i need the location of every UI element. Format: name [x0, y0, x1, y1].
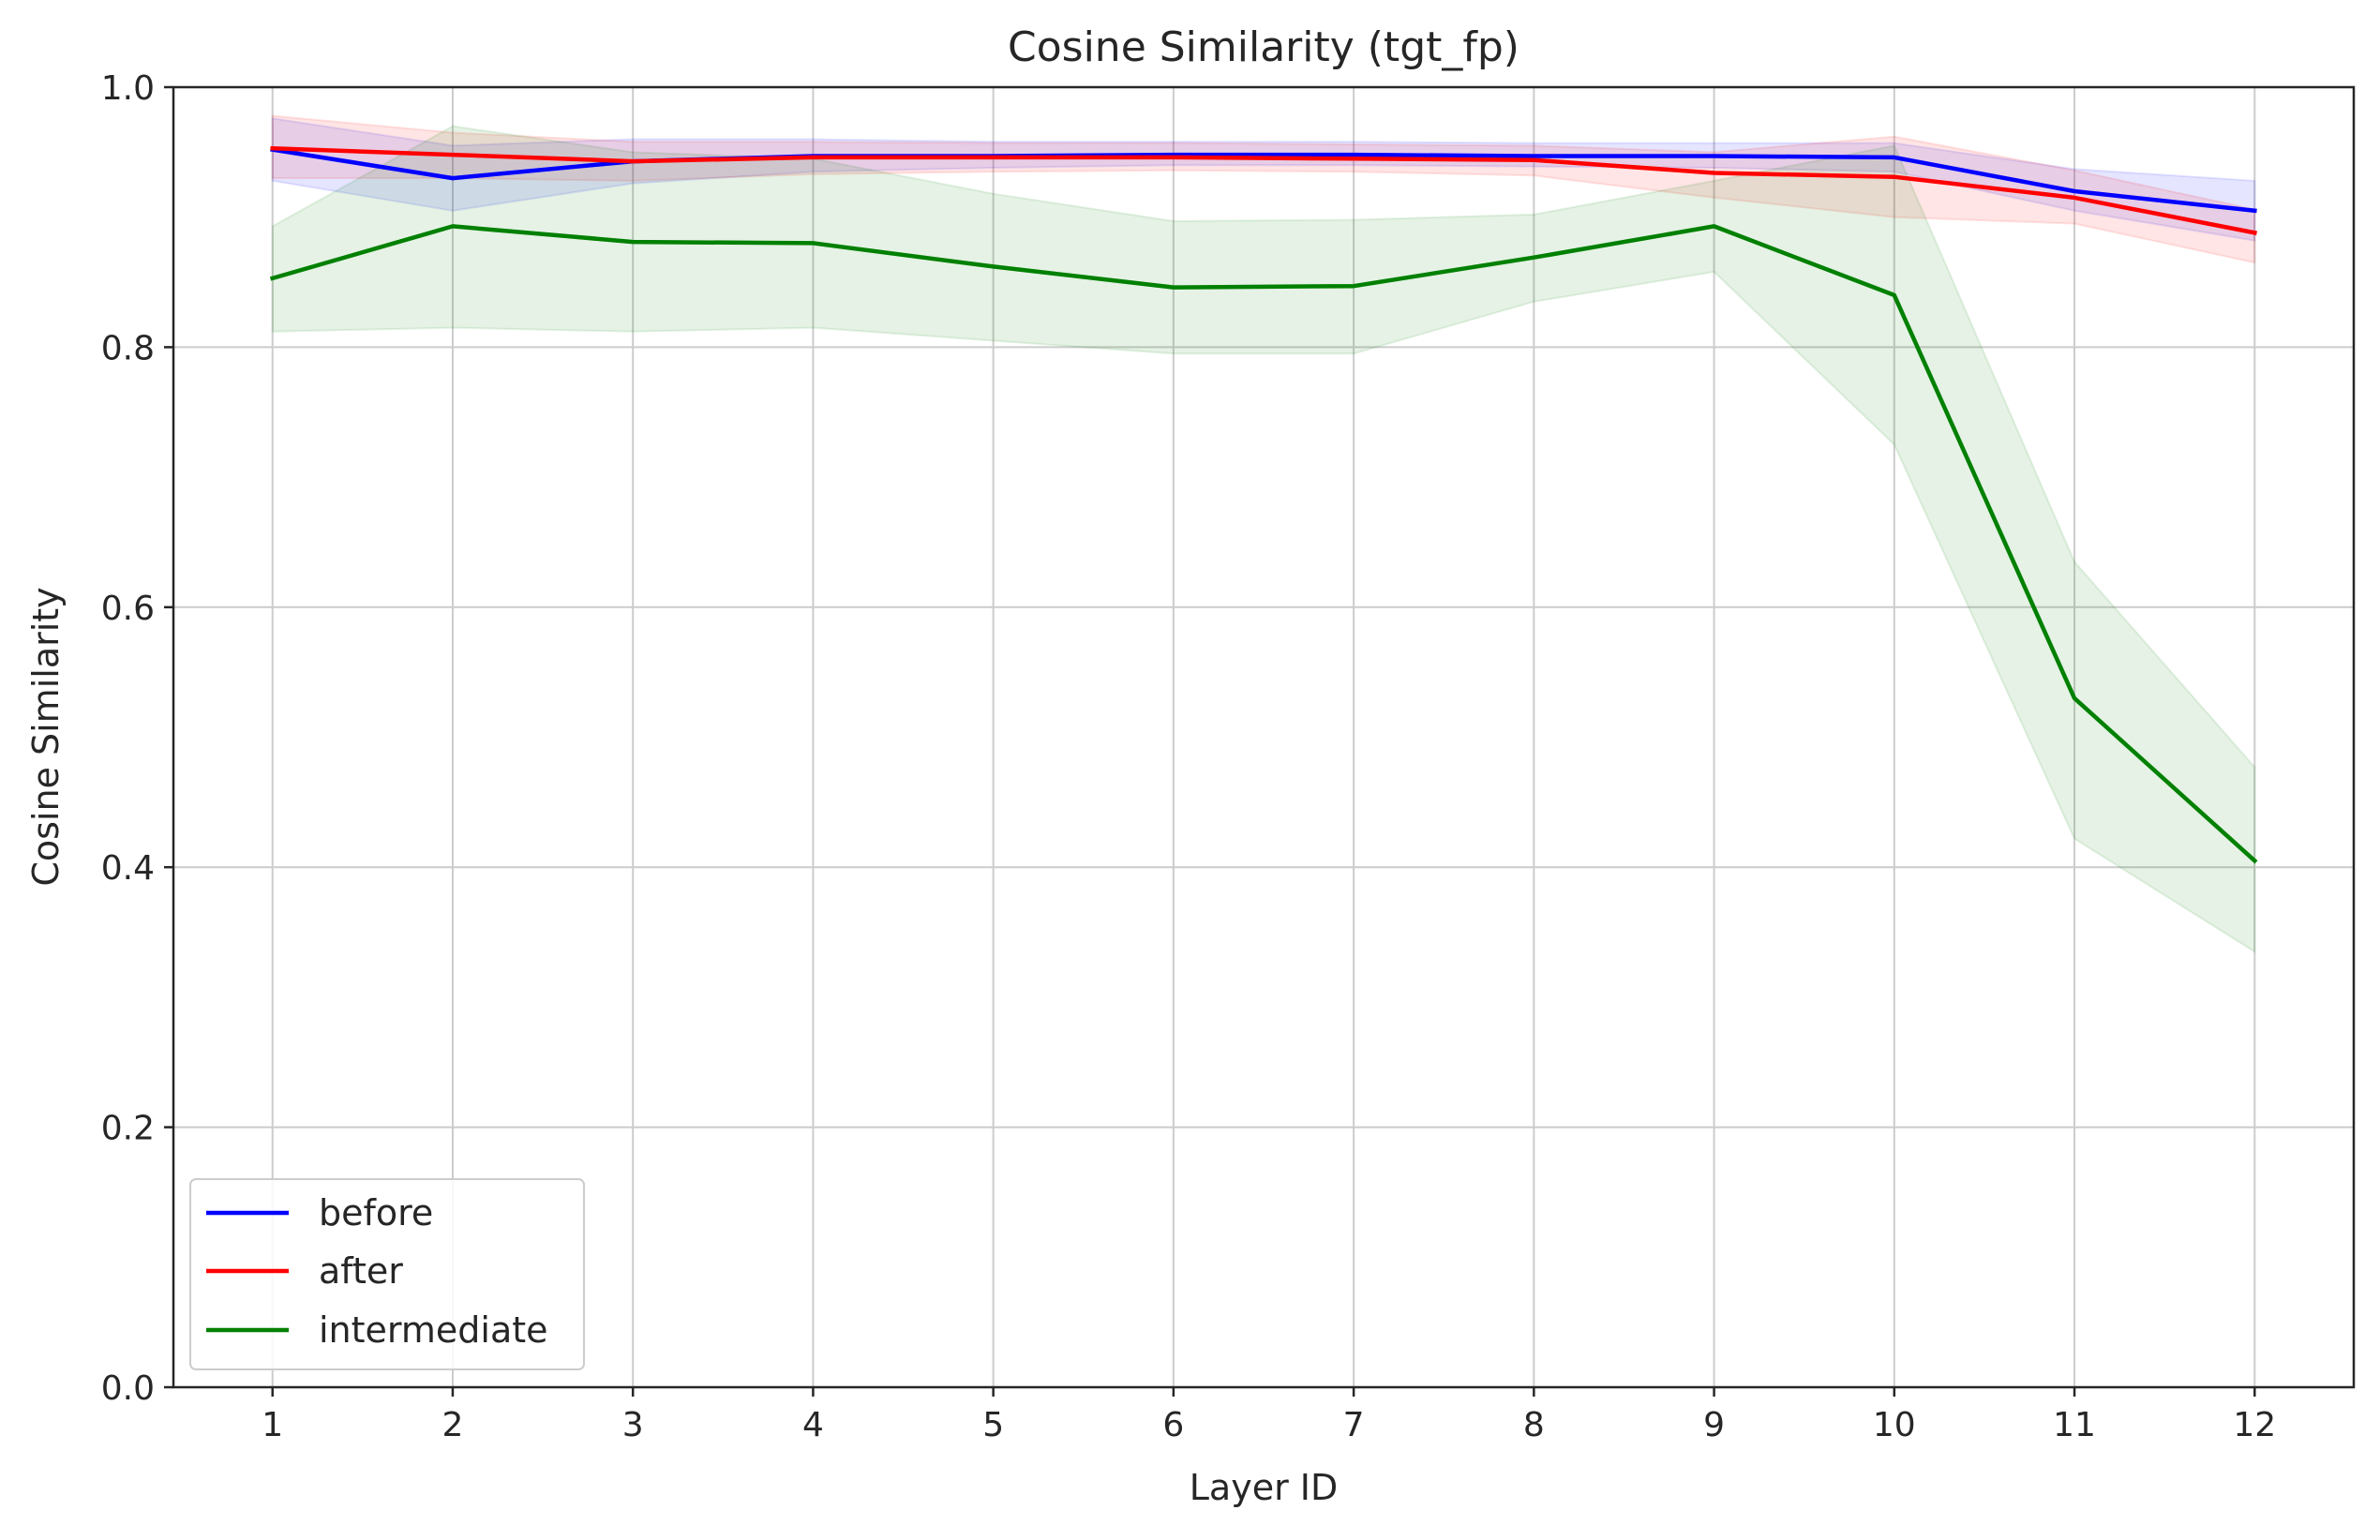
plot-frame [172, 85, 2356, 1389]
band-before [271, 117, 2256, 242]
chart-title: Cosine Similarity (tgt_fp) [1008, 23, 1519, 71]
line-before [270, 147, 2257, 214]
series-lines [269, 145, 2258, 864]
x-tick-label: 5 [982, 1406, 1004, 1444]
x-tick-label: 7 [1343, 1406, 1365, 1444]
y-axis-label: Cosine Similarity [25, 587, 67, 886]
x-tick-label: 4 [802, 1406, 824, 1444]
x-tick-label: 3 [622, 1406, 644, 1444]
y-tick-label: 1.0 [101, 69, 155, 108]
y-ticks: 0.0 0.2 0.4 0.6 0.8 1.0 [101, 69, 173, 1408]
y-tick-label: 0.4 [101, 849, 155, 888]
x-ticks: 1 2 3 4 5 6 7 8 9 10 11 12 [262, 1387, 2276, 1444]
line-after [270, 145, 2257, 235]
legend-label-before: before [319, 1192, 433, 1233]
x-tick-label: 11 [2053, 1406, 2096, 1444]
band-after [271, 114, 2256, 264]
x-tick-label: 10 [1873, 1406, 1916, 1444]
legend: before after intermediate [189, 1178, 585, 1370]
x-tick-label: 2 [442, 1406, 464, 1444]
x-tick-label: 1 [262, 1406, 283, 1444]
band-intermediate [271, 125, 2256, 954]
x-tick-label: 12 [2233, 1406, 2276, 1444]
legend-label-after: after [319, 1250, 403, 1292]
x-tick-label: 6 [1162, 1406, 1184, 1444]
x-tick-label: 8 [1523, 1406, 1545, 1444]
legend-label-intermediate: intermediate [319, 1309, 548, 1351]
legend-frame [189, 1178, 585, 1370]
y-tick-label: 0.0 [101, 1369, 155, 1408]
y-tick-label: 0.2 [101, 1110, 155, 1148]
grid-layer [173, 86, 2354, 1388]
x-axis-label: Layer ID [1190, 1467, 1339, 1508]
y-tick-label: 0.8 [101, 329, 155, 367]
y-tick-label: 0.6 [101, 590, 155, 628]
x-tick-label: 9 [1703, 1406, 1725, 1444]
line-intermediate [269, 224, 2258, 864]
confidence-bands [271, 114, 2256, 954]
